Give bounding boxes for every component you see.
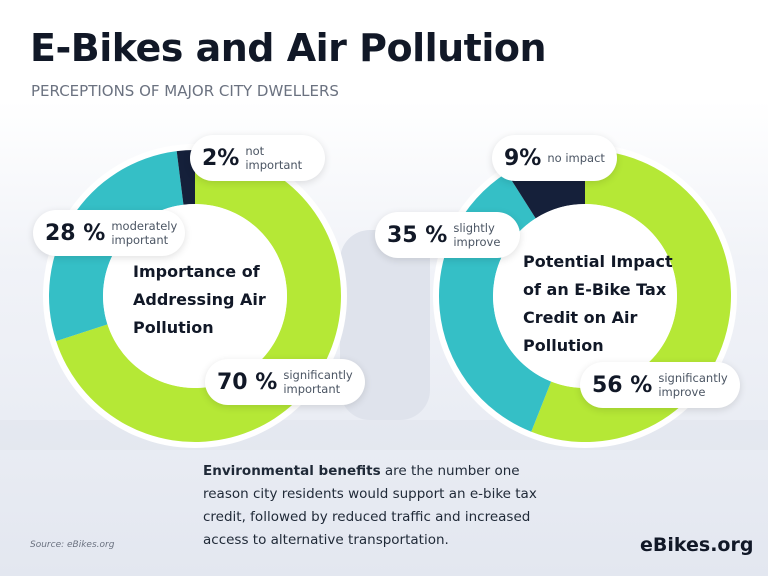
source: Source: eBikes.org [30, 540, 115, 550]
value-pill: 35 % slightly improve [375, 212, 520, 258]
value-pill: 28 % moderately important [33, 210, 185, 256]
donut-hole [493, 204, 677, 388]
value-label: 2% [202, 145, 240, 171]
category-label: significantly important [283, 368, 353, 396]
value-pill: 9% no impact [492, 135, 617, 181]
logo: eBikes.org [640, 534, 754, 556]
value-label: 56 % [592, 372, 653, 398]
chart-title: Potential Impact of an E-Bike Tax Credit… [523, 252, 673, 355]
value-label: 28 % [45, 220, 106, 246]
category-label: significantly improve [658, 371, 728, 399]
value-pill: 56 % significantly improve [580, 362, 740, 408]
category-label: slightly improve [453, 221, 501, 249]
footnote-bold: Environmental benefits [203, 463, 381, 479]
category-label: not important [245, 144, 303, 172]
chart-title: Importance of Addressing Air Pollution [133, 262, 266, 337]
footnote: Environmental benefits are the number on… [203, 460, 553, 552]
footnote-text: are the number one reason city residents… [203, 463, 537, 548]
subtitle: PERCEPTIONS OF MAJOR CITY DWELLERS [31, 82, 339, 100]
value-label: 9% [504, 145, 542, 171]
value-label: 70 % [217, 369, 278, 395]
category-label: moderately important [111, 219, 178, 247]
value-pill: 2% not important [190, 135, 325, 181]
value-pill: 70 % significantly important [205, 359, 365, 405]
category-label: no impact [547, 151, 605, 165]
title: E-Bikes and Air Pollution [30, 26, 547, 70]
value-label: 35 % [387, 222, 448, 248]
